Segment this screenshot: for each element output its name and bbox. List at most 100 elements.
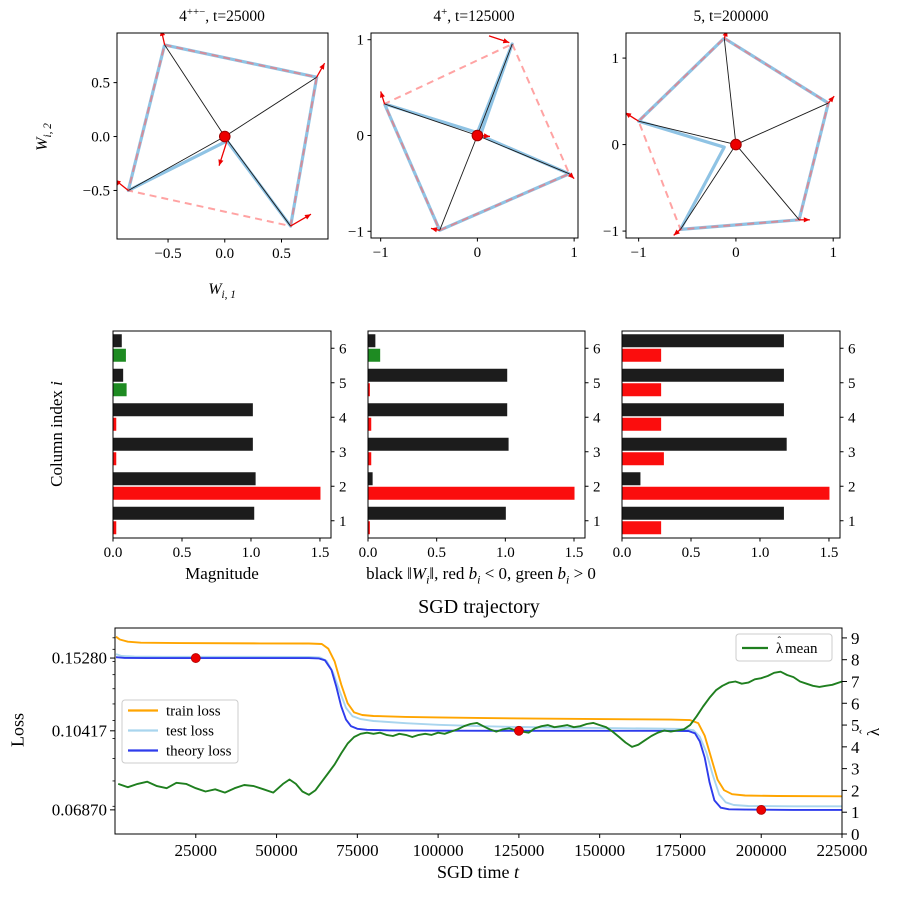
x-tick-label: 0.5 <box>427 545 446 561</box>
category-tick-label: 2 <box>339 479 347 495</box>
plot3-title: 5, t=200000 <box>693 6 768 26</box>
sgd-trajectory-plot: 25000 50000 75000 100000 125000 150000 175000 2… <box>52 627 868 860</box>
red-arrowhead <box>431 227 438 233</box>
plot3-title-base: 5 <box>693 8 702 26</box>
category-tick-label: 6 <box>593 341 601 357</box>
plot-frame <box>625 32 841 239</box>
lambda-legend: λˆ mean <box>735 633 833 662</box>
norm-bar <box>368 437 509 451</box>
norm-bar <box>113 403 253 417</box>
x-tick-label: 0.5 <box>272 246 291 262</box>
w-x-label-sub: i, 1 <box>221 289 236 302</box>
category-tick-label: 3 <box>848 445 856 461</box>
bias-bar <box>622 452 664 466</box>
plot1-title-base: 4 <box>179 8 187 26</box>
red-arrowhead <box>722 33 728 37</box>
x-tick-label: 0.5 <box>173 545 192 561</box>
lambda-legend-box <box>735 633 833 662</box>
y-tick-label: 1 <box>357 33 365 49</box>
weight-polygon-blue <box>637 36 830 231</box>
w-y-axis-label: Wi, 2 <box>34 123 54 151</box>
y-right-tick-label: 1 <box>851 803 860 822</box>
bar-chart-3: 0.0 0.5 1.0 1.5 1 2 3 4 5 6 <box>613 330 856 561</box>
y-left-tick-label: 0.15280 <box>52 649 107 668</box>
target-polygon-red-dashed <box>383 43 571 232</box>
x-tick-label: 150000 <box>574 841 625 860</box>
plot-frame <box>112 330 332 539</box>
bias-bar <box>368 486 575 500</box>
y-right-tick-label: 2 <box>851 781 860 800</box>
x-tick-label: 1.0 <box>751 545 770 561</box>
weight-spoke <box>384 103 478 136</box>
snapshot-marker <box>190 653 201 663</box>
bias-bar <box>622 348 662 362</box>
x-tick-label: 0.0 <box>359 545 378 561</box>
plot-frame <box>621 330 841 539</box>
norm-bar <box>368 334 376 348</box>
snapshot-marker <box>756 804 767 815</box>
weight-spoke <box>477 135 570 175</box>
red-arrowhead <box>380 91 385 98</box>
sgd-x-axis-label: SGD time t <box>437 862 519 883</box>
legend-lambda-hat: ˆ <box>778 635 782 647</box>
plot1-title-rest: , t=25000 <box>205 8 265 26</box>
w-y-label-base: W <box>33 137 51 151</box>
bar-chart-2: 0.0 0.5 1.0 1.5 1 2 3 4 5 6 <box>359 330 601 561</box>
weight-spoke <box>680 144 737 230</box>
x-tick-label: 0 <box>732 245 740 261</box>
bar-legend-part: > 0 <box>569 564 596 583</box>
snapshot-marker <box>513 725 524 736</box>
x-tick-label: 200000 <box>736 841 787 860</box>
trajectory-content <box>115 635 842 815</box>
red-arrowhead <box>218 159 224 166</box>
plot3-title-rest: , t=200000 <box>701 8 769 26</box>
bias-bar <box>368 521 370 535</box>
red-arrowhead <box>502 38 510 44</box>
norm-bar <box>113 334 122 348</box>
weight-spoke <box>476 43 513 136</box>
bar-legend-part: black ‖ <box>366 564 412 583</box>
y-right-tick-label: 6 <box>851 694 860 713</box>
x-tick-label: 1.0 <box>242 545 261 561</box>
x-tick-label: 25000 <box>175 841 218 860</box>
category-tick-label: 4 <box>593 410 601 426</box>
plot-content <box>380 35 575 233</box>
y-tick-label: −0.5 <box>83 183 110 199</box>
legend-label: theory loss <box>166 744 232 760</box>
y-tick-label: 0.0 <box>91 130 110 146</box>
plot-frame <box>367 330 586 539</box>
bias-bar <box>368 383 370 397</box>
bar-legend-part: < 0, green <box>480 564 558 583</box>
x-tick-label: 0.0 <box>613 545 632 561</box>
category-tick-label: 2 <box>593 479 601 495</box>
norm-bar <box>368 403 508 417</box>
category-tick-label: 4 <box>339 410 347 426</box>
bias-bar <box>368 348 381 362</box>
norm-bar <box>622 472 641 486</box>
weight-spoke <box>224 136 291 227</box>
y-right-tick-label: 7 <box>851 672 860 691</box>
bias-bar <box>622 417 662 431</box>
x-tick-label: 1 <box>829 245 837 261</box>
test-loss-curve <box>115 653 842 808</box>
origin-dot <box>730 138 742 151</box>
-mean-curve <box>117 670 842 796</box>
bar-legend-part: b <box>557 564 567 583</box>
category-tick-label: 1 <box>848 514 856 530</box>
legend-lambda-rest: mean <box>785 641 818 657</box>
red-arrowhead <box>304 214 311 220</box>
x-tick-label: 125000 <box>493 841 544 860</box>
column-index-text: Column index <box>47 385 66 487</box>
y-tick-label: 0.5 <box>91 76 110 92</box>
category-tick-label: 6 <box>848 341 856 357</box>
origin-dot <box>218 130 231 143</box>
red-arrowhead <box>319 63 325 70</box>
plot2-title-rest: , t=125000 <box>447 8 515 26</box>
bar-legend-part: i <box>477 572 481 587</box>
weight-spoke <box>735 144 800 221</box>
plot2-title-sup: + <box>441 6 448 18</box>
weight-spoke <box>224 76 317 137</box>
x-tick-label: 0 <box>474 245 482 261</box>
lambda-hat: ˆ <box>856 729 872 735</box>
y-tick-label: −1 <box>603 224 619 240</box>
